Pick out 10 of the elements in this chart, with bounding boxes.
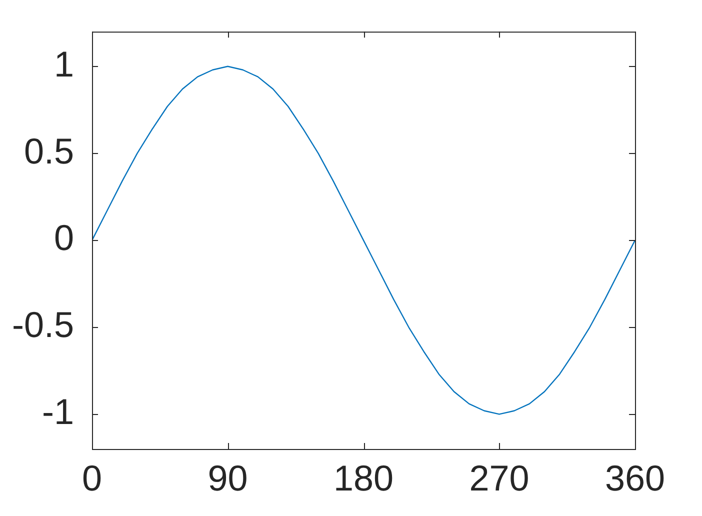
y-tick-label: 0 bbox=[54, 217, 74, 258]
y-tick-label: 0.5 bbox=[24, 130, 74, 172]
x-tick-label: 90 bbox=[208, 458, 248, 499]
x-tick-label: 270 bbox=[469, 458, 530, 499]
y-tick-label: -1 bbox=[42, 391, 74, 432]
x-tick-label: 180 bbox=[333, 458, 394, 499]
x-tick-label: 0 bbox=[82, 458, 102, 499]
y-tick-label: 1 bbox=[54, 43, 74, 84]
y-tick-label: -0.5 bbox=[12, 304, 74, 346]
x-tick-label: 360 bbox=[604, 458, 666, 499]
